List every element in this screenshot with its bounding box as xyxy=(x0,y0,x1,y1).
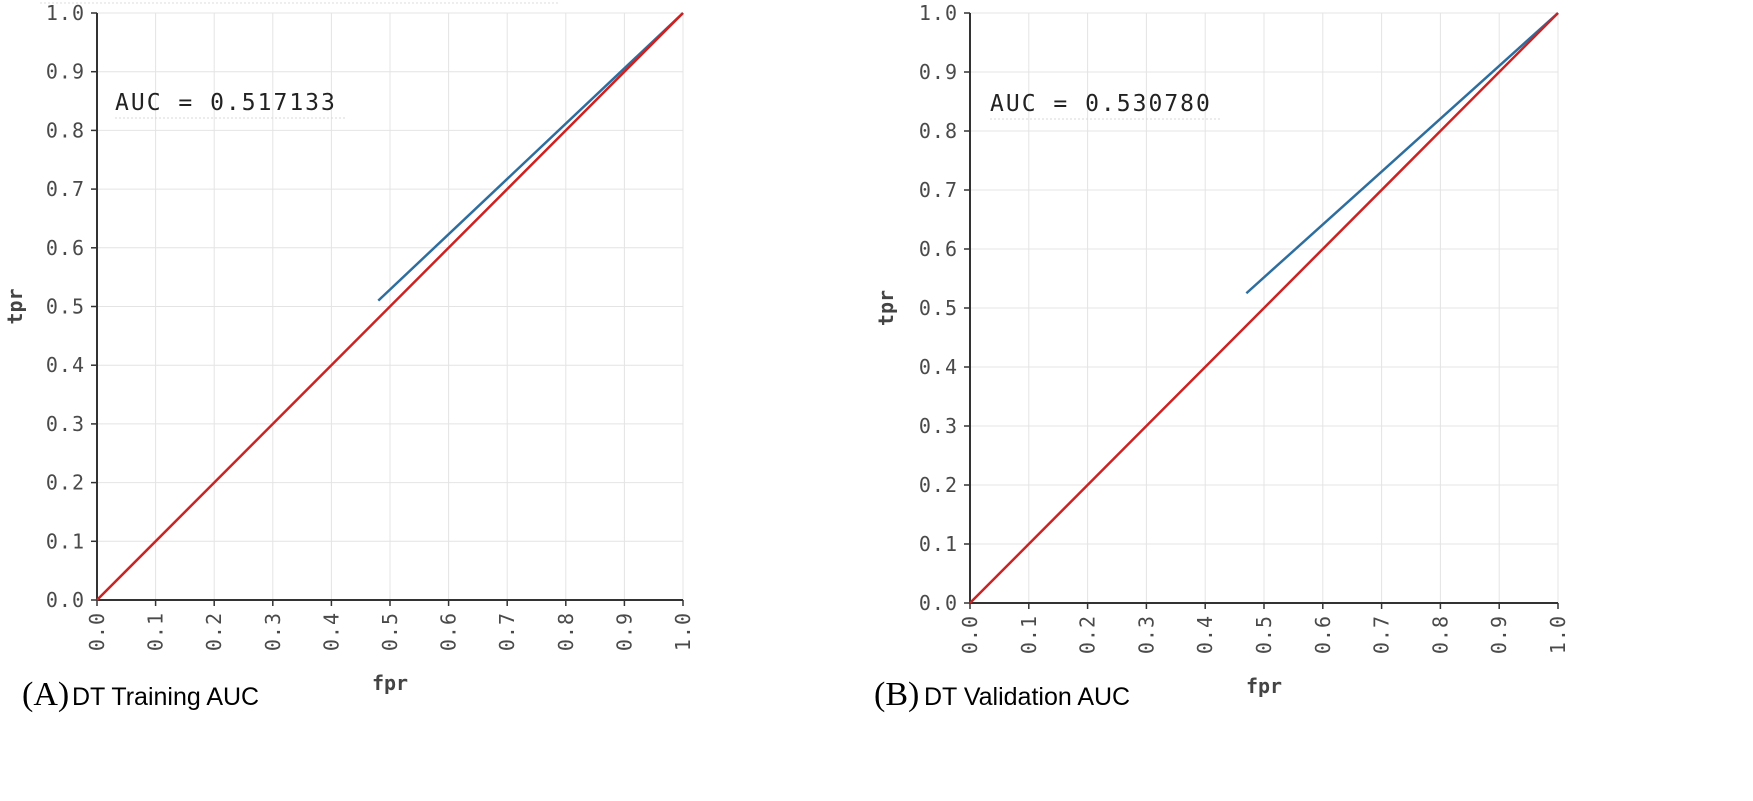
y-tick-label: 0.2 xyxy=(46,471,85,495)
x-tick-label: 0.3 xyxy=(261,612,285,651)
y-tick-label: 0.7 xyxy=(919,178,958,202)
y-tick-label: 0.4 xyxy=(46,353,85,377)
x-tick-label: 0.4 xyxy=(1193,615,1217,654)
x-tick-label: 0.5 xyxy=(1252,615,1276,654)
x-tick-label: 1.0 xyxy=(671,612,695,651)
y-axis-title: tpr xyxy=(3,288,27,324)
y-tick-label: 0.9 xyxy=(46,60,85,84)
x-tick-label: 0.2 xyxy=(202,612,226,651)
y-tick-label: 0.8 xyxy=(919,119,958,143)
y-tick-label: 0.6 xyxy=(919,237,958,261)
y-tick-label: 0.5 xyxy=(919,296,958,320)
y-tick-label: 0.1 xyxy=(919,532,958,556)
auc-annotation: AUC = 0.517133 xyxy=(115,90,337,116)
x-tick-label: 0.6 xyxy=(1311,615,1335,654)
panel-caption: DT Validation AUC xyxy=(924,683,1130,711)
x-tick-label: 0.3 xyxy=(1134,615,1158,654)
y-tick-label: 0.7 xyxy=(46,177,85,201)
y-tick-label: 0.3 xyxy=(919,414,958,438)
panel-caption: DT Training AUC xyxy=(72,683,259,711)
x-tick-label: 0.8 xyxy=(554,612,578,651)
panel-letter: (B) xyxy=(874,676,919,713)
y-tick-label: 0.9 xyxy=(919,60,958,84)
series-line-diagonal xyxy=(969,12,1559,604)
x-tick-label: 0.4 xyxy=(319,612,343,651)
y-tick-label: 0.8 xyxy=(46,118,85,142)
x-tick-label: 0.1 xyxy=(1017,615,1041,654)
x-axis-title: fpr xyxy=(1246,674,1282,698)
y-tick-label: 0.2 xyxy=(919,473,958,497)
y-tick-label: 0.1 xyxy=(46,529,85,553)
y-tick-label: 0.3 xyxy=(46,412,85,436)
panel-letter: (A) xyxy=(22,676,69,713)
x-tick-label: 1.0 xyxy=(1546,615,1570,654)
chart-panel-validation: 0.0 0.1 0.2 0.3 0.4 0.5 0.6 0.7 0.8 0.9 1.0 0.0 0.1 0… xyxy=(874,1,1570,713)
y-axis-title: tpr xyxy=(874,290,898,326)
x-tick-label: 0.9 xyxy=(612,612,636,651)
y-tick-label: 1.0 xyxy=(46,1,85,25)
x-tick-label: 0.0 xyxy=(85,612,109,651)
x-tick-label: 0.7 xyxy=(1370,615,1394,654)
auc-annotation: AUC = 0.530780 xyxy=(990,91,1212,117)
x-tick-label: 0.1 xyxy=(144,612,168,651)
x-tick-label: 0.0 xyxy=(958,615,982,654)
x-tick-label: 0.6 xyxy=(437,612,461,651)
x-tick-label: 0.2 xyxy=(1076,615,1100,654)
y-tick-label: 1.0 xyxy=(919,1,958,25)
x-tick-label: 0.7 xyxy=(495,612,519,651)
series-line-roc xyxy=(1245,12,1559,295)
y-tick-label: 0.0 xyxy=(46,588,85,612)
y-tick-label: 0.4 xyxy=(919,355,958,379)
y-tick-label: 0.5 xyxy=(46,295,85,319)
y-tick-label: 0.6 xyxy=(46,236,85,260)
x-tick-label: 0.5 xyxy=(378,612,402,651)
x-axis-title: fpr xyxy=(372,671,408,695)
y-tick-label: 0.0 xyxy=(919,591,958,615)
series-line-diagonal xyxy=(96,12,684,601)
chart-panel-training: 0.0 0.1 0.2 0.3 0.4 0.5 0.6 0.7 0.8 0.9 1.0 0.0 0.1 0… xyxy=(3,1,695,713)
series-line-roc xyxy=(377,12,684,302)
x-tick-label: 0.9 xyxy=(1487,615,1511,654)
x-tick-label: 0.8 xyxy=(1428,615,1452,654)
